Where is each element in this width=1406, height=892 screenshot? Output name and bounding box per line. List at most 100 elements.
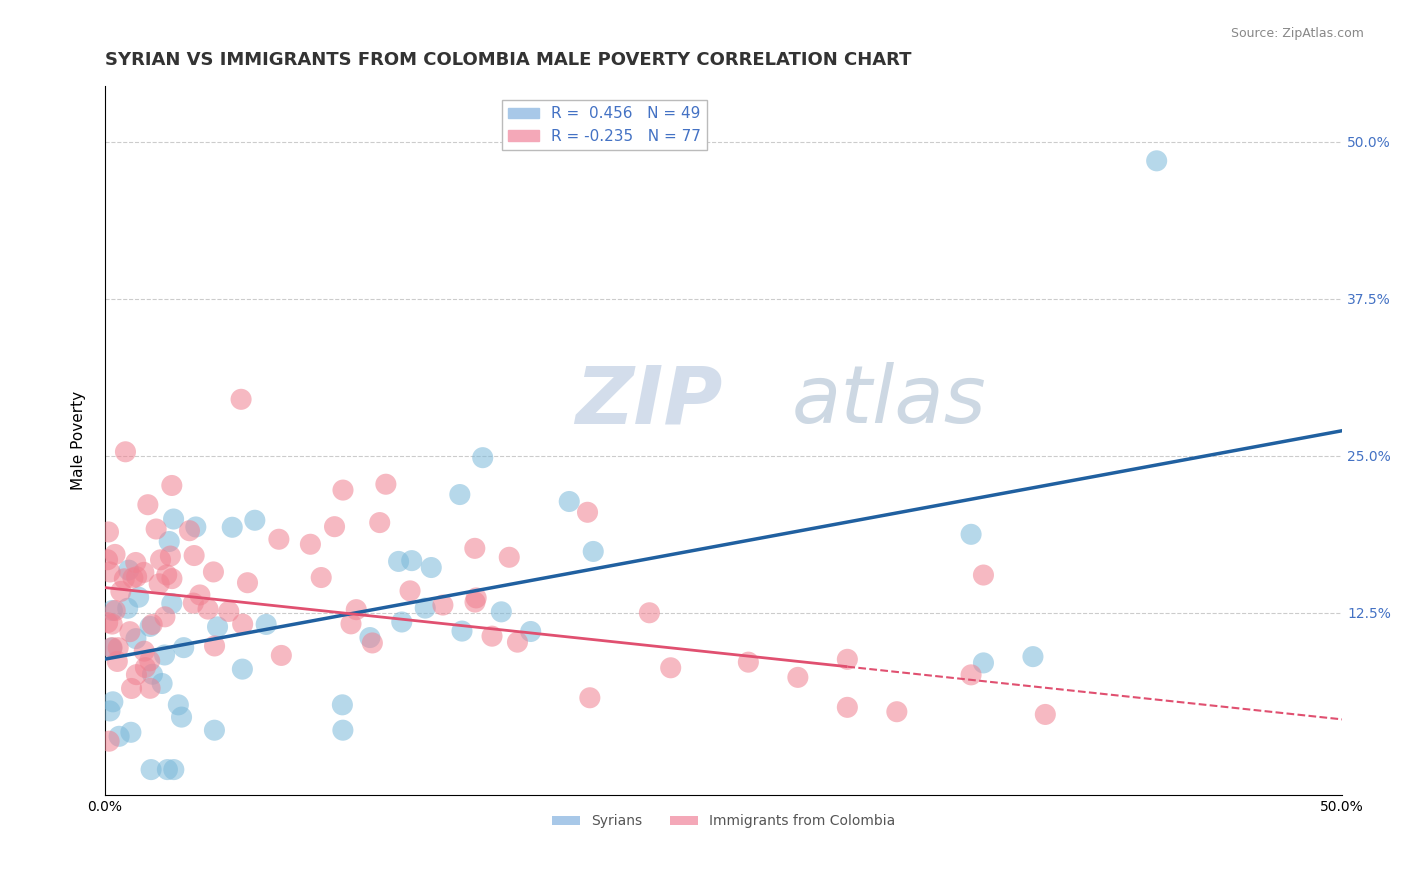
Point xyxy=(107,640,129,655)
Point xyxy=(204,639,226,653)
Point xyxy=(391,615,413,629)
Point xyxy=(98,565,121,579)
Point xyxy=(236,575,259,590)
Point xyxy=(163,763,186,777)
Point xyxy=(139,763,162,777)
Point xyxy=(464,541,486,556)
Point xyxy=(886,705,908,719)
Point xyxy=(108,729,131,743)
Point xyxy=(101,640,124,655)
Point xyxy=(98,704,121,718)
Point xyxy=(340,616,363,631)
Point xyxy=(506,635,529,649)
Point xyxy=(344,602,367,616)
Point xyxy=(231,662,253,676)
Point xyxy=(299,537,322,551)
Point xyxy=(160,478,183,492)
Point xyxy=(153,648,176,662)
Point xyxy=(156,763,179,777)
Point xyxy=(254,617,277,632)
Point xyxy=(118,624,141,639)
Point xyxy=(361,636,384,650)
Point xyxy=(471,450,494,465)
Point xyxy=(972,656,994,670)
Point xyxy=(157,534,180,549)
Point xyxy=(141,667,163,681)
Point xyxy=(184,520,207,534)
Point xyxy=(145,522,167,536)
Point xyxy=(576,505,599,519)
Point xyxy=(148,577,170,591)
Point xyxy=(101,695,124,709)
Point xyxy=(972,568,994,582)
Point xyxy=(221,520,243,534)
Point xyxy=(837,652,859,666)
Point xyxy=(96,553,118,567)
Point xyxy=(1146,153,1168,168)
Point xyxy=(960,668,983,682)
Point xyxy=(134,660,156,674)
Point xyxy=(104,603,127,617)
Point xyxy=(465,591,488,605)
Point xyxy=(125,570,148,584)
Point xyxy=(202,565,225,579)
Point xyxy=(105,655,128,669)
Point xyxy=(579,690,602,705)
Text: atlas: atlas xyxy=(792,362,987,440)
Point xyxy=(243,513,266,527)
Point xyxy=(232,617,254,632)
Point xyxy=(101,617,124,632)
Point xyxy=(159,549,181,563)
Point xyxy=(218,604,240,618)
Point xyxy=(153,610,176,624)
Point xyxy=(659,661,682,675)
Point xyxy=(100,641,122,656)
Point xyxy=(97,615,120,630)
Point xyxy=(167,698,190,712)
Text: ZIP: ZIP xyxy=(575,362,723,440)
Point xyxy=(413,601,436,615)
Point xyxy=(183,549,205,563)
Point xyxy=(114,444,136,458)
Point xyxy=(401,554,423,568)
Point xyxy=(229,392,252,407)
Point xyxy=(1022,649,1045,664)
Point xyxy=(125,667,148,681)
Point xyxy=(170,710,193,724)
Point xyxy=(138,654,160,668)
Point xyxy=(558,494,581,508)
Point xyxy=(120,725,142,739)
Point xyxy=(134,644,156,658)
Text: SYRIAN VS IMMIGRANTS FROM COLOMBIA MALE POVERTY CORRELATION CHART: SYRIAN VS IMMIGRANTS FROM COLOMBIA MALE … xyxy=(105,51,911,69)
Point xyxy=(98,734,121,748)
Point xyxy=(104,548,127,562)
Point xyxy=(837,700,859,714)
Point xyxy=(149,553,172,567)
Point xyxy=(160,572,183,586)
Point xyxy=(110,584,132,599)
Point xyxy=(197,602,219,616)
Point xyxy=(491,605,513,619)
Point xyxy=(162,512,184,526)
Point xyxy=(270,648,292,663)
Point xyxy=(420,560,443,574)
Point xyxy=(737,655,759,669)
Point xyxy=(118,563,141,577)
Point xyxy=(786,670,808,684)
Point xyxy=(332,698,354,712)
Point xyxy=(387,554,409,568)
Point xyxy=(432,598,454,612)
Point xyxy=(139,619,162,633)
Point xyxy=(139,681,162,696)
Point xyxy=(173,640,195,655)
Point xyxy=(359,631,381,645)
Point xyxy=(188,588,211,602)
Point xyxy=(160,597,183,611)
Point xyxy=(156,568,179,582)
Point xyxy=(125,632,148,646)
Point xyxy=(368,516,391,530)
Point xyxy=(204,723,226,738)
Point xyxy=(97,524,120,539)
Point xyxy=(638,606,661,620)
Point xyxy=(112,572,135,586)
